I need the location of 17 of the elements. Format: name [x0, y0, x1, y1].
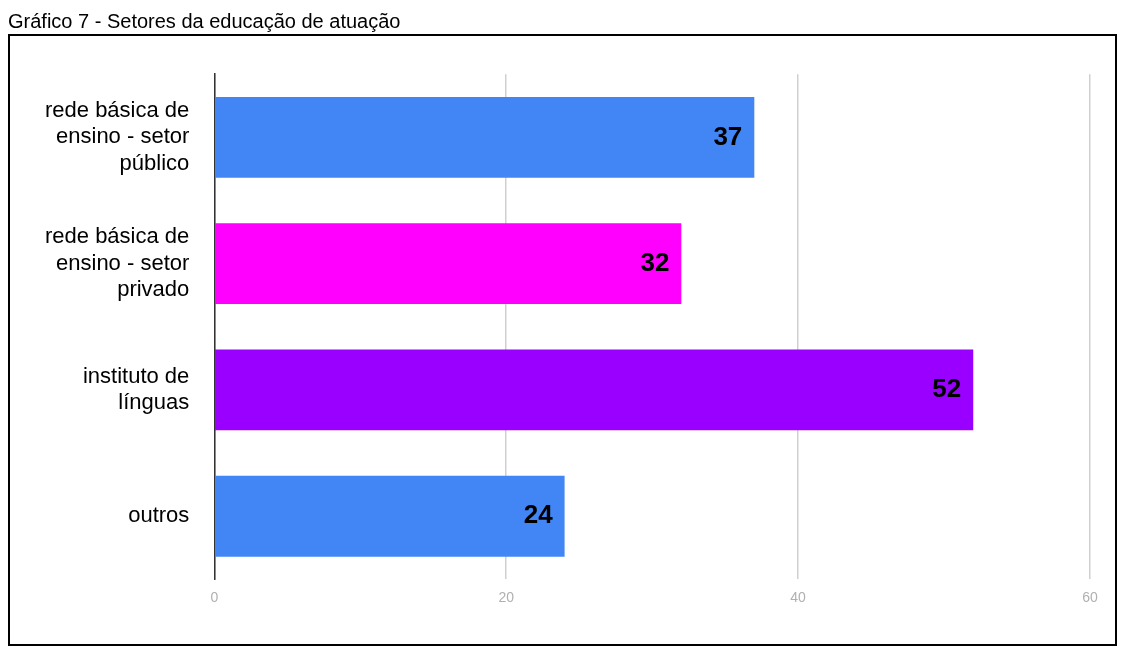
y-tick-label: rede básica de ensino - setor privado	[44, 223, 190, 302]
data-label: 24	[523, 499, 554, 530]
data-label: 32	[640, 246, 670, 277]
bar	[215, 223, 682, 305]
x-tick-label: 40	[790, 588, 807, 605]
x-tick-label: 60	[1082, 588, 1098, 605]
data-label: 37	[713, 120, 743, 151]
x-tick-label: 20	[498, 588, 515, 605]
x-tick-label: 0	[210, 588, 219, 605]
y-tick-label: rede básica de ensino - setor público	[44, 97, 190, 175]
y-tick-label: outros	[128, 502, 190, 528]
bar	[215, 349, 974, 431]
bar	[215, 96, 755, 178]
chart-title: Gráfico 7 - Setores da educação de atuação	[8, 9, 402, 34]
bar	[215, 475, 565, 557]
y-tick-label: instituto de línguas	[82, 362, 190, 415]
data-label: 52	[932, 373, 962, 404]
